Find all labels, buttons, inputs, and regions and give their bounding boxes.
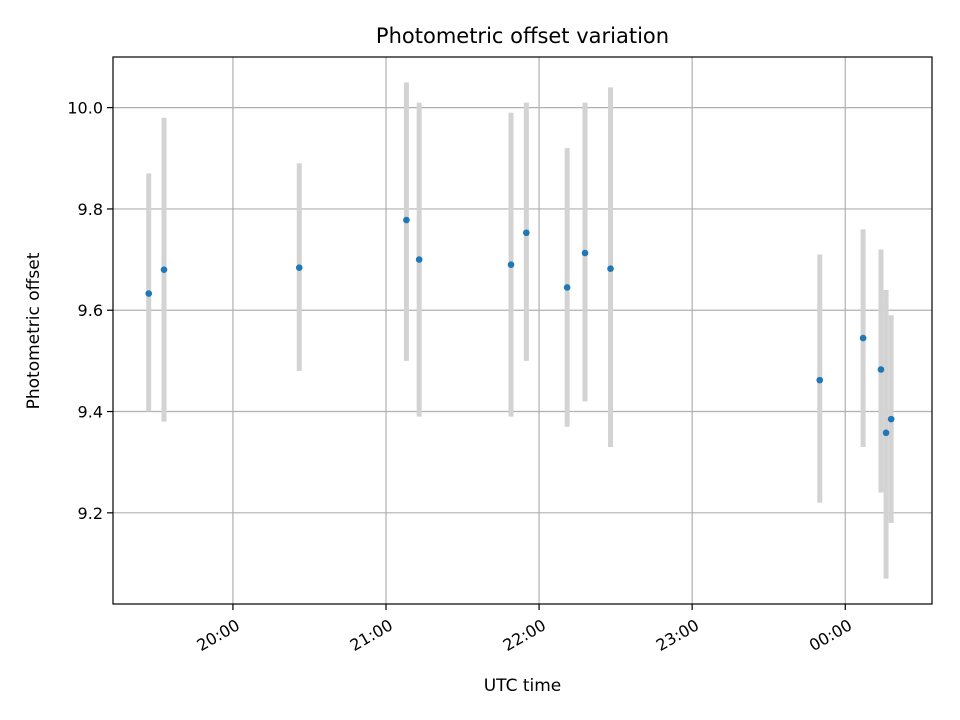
data-point xyxy=(607,265,614,273)
data-point xyxy=(887,415,895,423)
y-tick-label: 9.4 xyxy=(78,403,103,422)
data-point xyxy=(816,376,824,384)
data-point xyxy=(507,261,515,268)
data-point xyxy=(415,256,423,263)
data-point xyxy=(295,264,303,271)
x-axis-label: UTC time xyxy=(484,676,562,696)
plot-frame xyxy=(112,56,933,605)
data-point xyxy=(859,334,867,342)
data-point xyxy=(877,366,885,373)
grid xyxy=(113,57,932,604)
data-points xyxy=(145,216,895,437)
data-point xyxy=(581,249,589,257)
data-point xyxy=(403,216,410,224)
chart-title: Photometric offset variation xyxy=(376,24,669,48)
data-point xyxy=(882,429,890,437)
y-tick-label: 10.0 xyxy=(67,99,103,118)
data-point xyxy=(145,290,153,297)
data-point xyxy=(563,284,571,291)
data-point xyxy=(523,229,530,237)
y-tick-label: 9.6 xyxy=(78,301,103,320)
y-tick-label: 9.8 xyxy=(78,200,103,219)
y-axis-label: Photometric offset xyxy=(24,252,44,409)
data-point xyxy=(160,266,168,274)
y-tick-label: 9.2 xyxy=(78,504,103,523)
